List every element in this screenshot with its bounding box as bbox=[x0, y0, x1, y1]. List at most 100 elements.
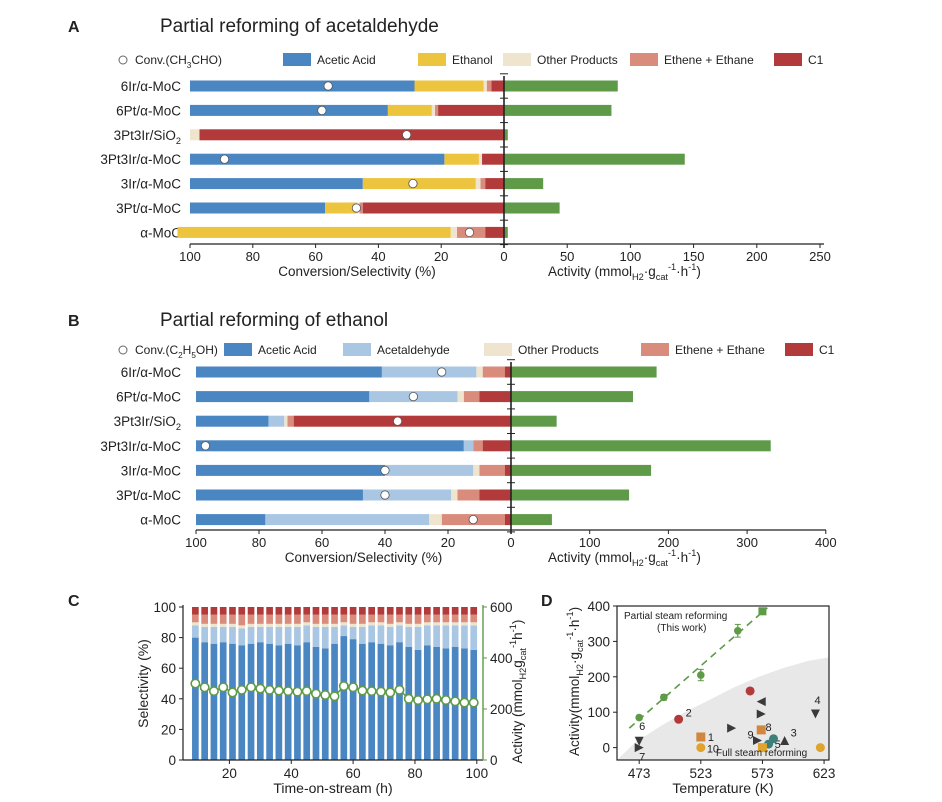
selectivity-stack-segment bbox=[266, 607, 273, 615]
selectivity-stack-segment bbox=[219, 614, 227, 624]
activity-point bbox=[292, 686, 303, 697]
selectivity-stack-segment bbox=[405, 626, 413, 647]
selectivity-stack-segment bbox=[219, 623, 227, 627]
label-part: Activity (mmol bbox=[548, 550, 632, 565]
selectivity-stack-segment bbox=[349, 607, 357, 615]
selectivity-stack-segment bbox=[340, 625, 348, 637]
activity-point bbox=[403, 693, 414, 704]
selectivity-segment bbox=[196, 366, 382, 378]
label-part: Activity(mmol bbox=[567, 676, 582, 756]
label-part: H2 bbox=[632, 558, 644, 568]
y-tick-label: 300 bbox=[587, 634, 610, 649]
selectivity-stack-segment bbox=[256, 623, 264, 627]
selectivity-segment bbox=[450, 226, 457, 238]
panel-letter: D bbox=[541, 593, 553, 610]
selectivity-stack-segment bbox=[229, 607, 236, 615]
selectivity-stack-segment bbox=[238, 628, 246, 646]
label-part: -1 bbox=[565, 611, 575, 619]
selectivity-stack-segment bbox=[331, 643, 338, 760]
label-part: 3Pt3Ir/SiO bbox=[114, 128, 176, 143]
selectivity-stack-segment bbox=[451, 607, 459, 615]
selectivity-segment bbox=[479, 489, 511, 501]
label-part: cat bbox=[656, 272, 669, 282]
x-tick-label: 200 bbox=[658, 535, 680, 550]
y-tick-label: 100 bbox=[153, 600, 176, 615]
literature-point bbox=[696, 732, 706, 742]
x-tick-label: 20 bbox=[441, 535, 455, 550]
selectivity-stack-segment bbox=[247, 643, 255, 760]
selectivity-segment bbox=[478, 153, 483, 165]
selectivity-stack-segment bbox=[229, 614, 236, 624]
selectivity-stack-segment bbox=[275, 623, 283, 627]
category-label: 3Pt3Ir/α-MoC bbox=[100, 439, 181, 454]
selectivity-stack-segment bbox=[349, 623, 357, 627]
activity-point bbox=[227, 687, 238, 698]
activity-point bbox=[366, 686, 377, 697]
category-label: 6Pt/α-MoC bbox=[116, 390, 181, 405]
activity-bar bbox=[504, 202, 560, 214]
y-tick-label: 200 bbox=[587, 670, 610, 685]
label-part: H2 bbox=[632, 272, 644, 282]
selectivity-stack-segment bbox=[451, 625, 459, 647]
x-tick-label: 50 bbox=[560, 249, 574, 264]
label-part: -1 bbox=[688, 548, 696, 558]
legend-swatch bbox=[785, 343, 813, 356]
this-work-point bbox=[660, 693, 668, 702]
annotation-this-work: (This work) bbox=[657, 623, 706, 634]
selectivity-segment bbox=[190, 153, 445, 165]
label-part: 6Pt/α-MoC bbox=[116, 390, 181, 405]
x-tick-label: 20 bbox=[434, 249, 448, 264]
selectivity-stack-segment bbox=[284, 626, 292, 644]
conversion-marker bbox=[408, 391, 418, 402]
literature-point-label: 2 bbox=[686, 707, 692, 719]
legend-label: Ethanol bbox=[452, 53, 493, 67]
label-part: 3Ir/α-MoC bbox=[121, 463, 182, 478]
selectivity-stack-segment bbox=[284, 607, 292, 615]
legend-swatch bbox=[630, 53, 658, 66]
selectivity-segment bbox=[381, 366, 477, 378]
x-axis-label: Time-on-stream (h) bbox=[273, 780, 392, 796]
selectivity-stack-segment bbox=[359, 643, 366, 760]
selectivity-stack-segment bbox=[321, 648, 329, 760]
selectivity-segment bbox=[451, 489, 458, 501]
selectivity-stack-segment bbox=[470, 614, 478, 623]
selectivity-stack-segment bbox=[461, 607, 468, 615]
category-label: 3Pt3Ir/α-MoC bbox=[100, 152, 181, 167]
selectivity-stack-segment bbox=[349, 614, 357, 624]
selectivity-segment bbox=[177, 226, 451, 238]
category-label: 3Ir/α-MoC bbox=[121, 463, 182, 478]
selectivity-segment bbox=[325, 202, 357, 214]
activity-bar bbox=[504, 104, 612, 116]
selectivity-stack-segment bbox=[368, 607, 375, 615]
activity-point bbox=[440, 695, 451, 706]
selectivity-stack-segment bbox=[433, 614, 440, 623]
y2-axis-label: Activity (mmolH2gcat-1h-1) bbox=[508, 620, 528, 764]
label-part: h bbox=[510, 632, 525, 640]
label-part: g bbox=[510, 660, 525, 668]
literature-point bbox=[780, 736, 790, 746]
x-tick-label: 473 bbox=[628, 766, 651, 781]
panel-title: Partial reforming of ethanol bbox=[160, 310, 388, 331]
selectivity-stack-segment bbox=[192, 622, 199, 626]
label-part: -1 bbox=[508, 624, 518, 632]
x-tick-label: 80 bbox=[246, 249, 260, 264]
selectivity-stack-segment bbox=[229, 643, 236, 760]
selectivity-stack-segment bbox=[275, 626, 283, 646]
selectivity-stack-segment bbox=[210, 626, 218, 644]
y-tick-label: 0 bbox=[602, 741, 610, 756]
legend-label: Ethene + Ethane bbox=[675, 343, 765, 357]
activity-point bbox=[329, 691, 340, 702]
selectivity-stack-segment bbox=[414, 607, 422, 615]
selectivity-segment bbox=[491, 80, 504, 92]
selectivity-segment bbox=[284, 415, 288, 427]
annotation-full: Full steam reforming bbox=[716, 748, 807, 759]
selectivity-stack-segment bbox=[312, 607, 320, 615]
x-axis-label-right: Activity (mmolH2·gcat-1·h-1) bbox=[548, 262, 701, 282]
selectivity-stack-segment bbox=[349, 626, 357, 640]
selectivity-stack-segment bbox=[303, 614, 311, 623]
selectivity-stack-segment bbox=[396, 642, 403, 760]
y-tick-label: 60 bbox=[161, 661, 176, 676]
label-part: -1 bbox=[508, 640, 518, 648]
label-part: 3 bbox=[187, 61, 192, 70]
category-label: 3Pt3Ir/SiO2 bbox=[114, 414, 181, 432]
